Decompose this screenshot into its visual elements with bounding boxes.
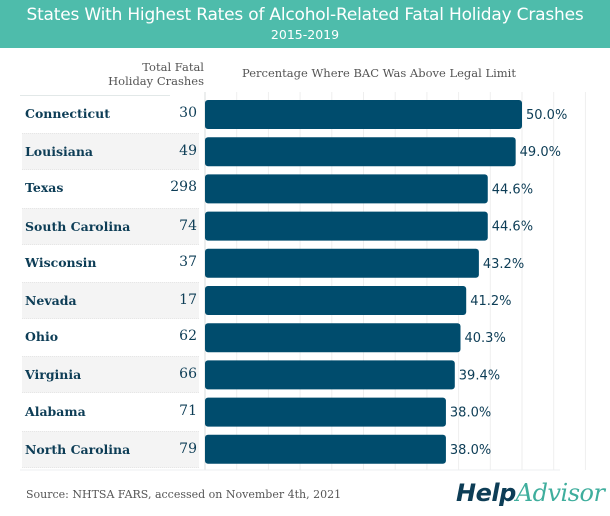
logo-help-text: Help: [456, 479, 516, 507]
percentage-column-header: Percentage Where BAC Was Above Legal Lim…: [242, 66, 516, 80]
table-row: Wisconsin 37: [22, 245, 199, 282]
value-label: 50.0%: [526, 108, 567, 123]
table-row: South Carolina 74: [22, 207, 199, 245]
crash-count: 71: [179, 402, 197, 419]
state-label: Wisconsin: [25, 254, 97, 270]
chart-header: States With Highest Rates of Alcohol-Rel…: [0, 0, 610, 48]
table-row: Virginia 66: [22, 356, 199, 394]
state-label: Virginia: [25, 367, 82, 383]
crash-count: 79: [179, 440, 197, 457]
source-note: Source: NHTSA FARS, accessed on November…: [26, 488, 342, 501]
value-label: 49.0%: [520, 145, 561, 160]
bar-nevada: [205, 286, 467, 315]
table-row: North Carolina 79: [22, 430, 199, 468]
value-label: 44.6%: [492, 220, 533, 235]
state-label: Louisiana: [25, 144, 94, 160]
state-label: Nevada: [25, 293, 77, 308]
table-row: Alabama 71: [22, 394, 199, 431]
state-label: North Carolina: [25, 441, 131, 457]
crashes-header-line1: Total Fatal: [142, 60, 204, 74]
crash-count: 298: [170, 179, 197, 196]
crash-count: 30: [179, 105, 197, 121]
state-label: Alabama: [25, 403, 86, 419]
logo-advisor-text: Advisor: [515, 479, 605, 507]
value-label: 44.6%: [492, 182, 533, 197]
bar-louisiana: [205, 137, 516, 167]
state-label: South Carolina: [25, 218, 131, 234]
bar-wisconsin: [205, 248, 479, 278]
bar-north-carolina: [205, 434, 446, 464]
crash-count: 74: [179, 217, 197, 234]
bar-ohio: [205, 323, 461, 353]
value-label: 39.4%: [459, 368, 500, 383]
value-label: 40.3%: [465, 331, 506, 346]
crash-count: 17: [179, 292, 197, 308]
crash-count: 49: [179, 143, 197, 160]
crash-count: 62: [179, 328, 197, 345]
state-label: Connecticut: [25, 106, 111, 121]
table-row: Louisiana 49: [22, 133, 199, 171]
bar-south-carolina: [205, 211, 488, 241]
crashes-header-line2: Holiday Crashes: [108, 74, 204, 88]
value-label: 38.0%: [450, 406, 491, 421]
bar-virginia: [205, 360, 455, 390]
state-label: Ohio: [25, 329, 59, 345]
value-label: 38.0%: [450, 443, 491, 458]
value-label: 43.2%: [483, 257, 524, 272]
helpadvisor-logo: HelpAdvisor: [456, 479, 605, 507]
crash-count: 66: [179, 366, 197, 383]
chart-title: States With Highest Rates of Alcohol-Rel…: [26, 5, 584, 25]
value-label: 41.2%: [470, 294, 511, 309]
table-row: Ohio 62: [22, 319, 199, 356]
table-row: Texas 298: [22, 170, 199, 207]
bar-texas: [205, 174, 488, 204]
table-row: Nevada 17: [22, 282, 199, 319]
header-divider: [20, 95, 170, 96]
bar-connecticut: [205, 100, 522, 129]
state-label: Texas: [25, 180, 64, 196]
bar-alabama: [205, 397, 446, 427]
crash-count: 37: [179, 253, 197, 270]
crashes-column-header: Total Fatal Holiday Crashes: [84, 60, 204, 88]
chart-subtitle: 2015-2019: [270, 27, 340, 42]
table-row: Connecticut 30: [22, 96, 199, 133]
